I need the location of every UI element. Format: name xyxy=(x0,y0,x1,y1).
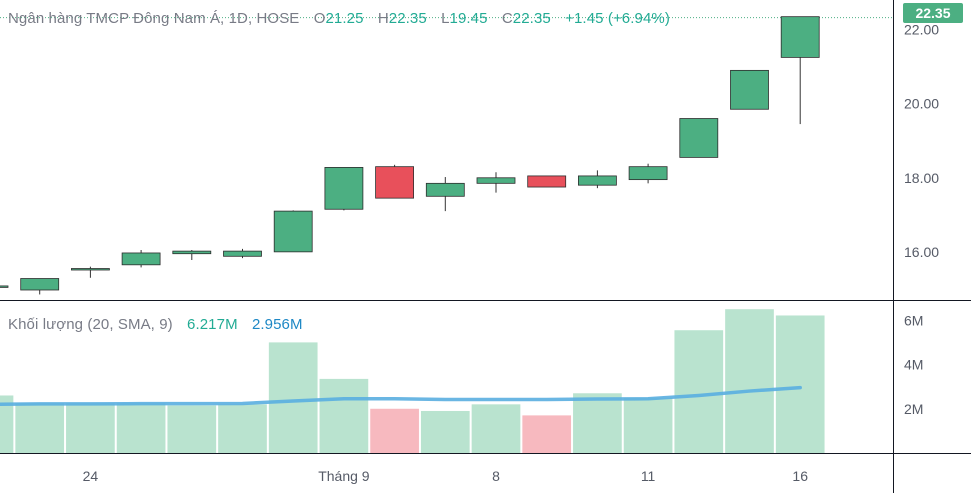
volume-bar[interactable] xyxy=(0,395,14,453)
candle-body xyxy=(223,250,262,257)
candle[interactable] xyxy=(172,250,212,260)
candle[interactable] xyxy=(730,69,769,110)
volume-bar[interactable] xyxy=(573,393,622,453)
volume-bar[interactable] xyxy=(370,408,419,453)
candle[interactable] xyxy=(578,170,617,189)
candle[interactable] xyxy=(527,175,567,188)
high-label: H xyxy=(377,10,389,27)
volume-bar[interactable] xyxy=(218,404,267,453)
high-value: 22.35 xyxy=(388,10,427,27)
volume-sma-line xyxy=(0,385,802,406)
price-tick-label: 18.00 xyxy=(904,170,939,186)
candle-body xyxy=(628,166,668,181)
volume-bar[interactable] xyxy=(319,378,369,453)
price-pane[interactable] xyxy=(0,16,893,295)
candle[interactable] xyxy=(679,118,719,158)
candle-body xyxy=(679,118,719,158)
volume-bar[interactable] xyxy=(522,415,572,453)
candle[interactable] xyxy=(0,285,9,292)
volume-bar[interactable] xyxy=(674,330,724,453)
time-tick-label: 24 xyxy=(83,468,99,484)
time-tick-label: 11 xyxy=(641,468,656,484)
volume-sma-value: 2.956M xyxy=(251,316,303,333)
volume-bar[interactable] xyxy=(15,403,65,453)
volume-bar[interactable] xyxy=(725,309,774,453)
candle[interactable] xyxy=(121,250,161,268)
open-value: 21.25 xyxy=(325,10,364,27)
volume-value: 6.217M xyxy=(187,316,238,333)
volume-tick-label: 2M xyxy=(904,401,923,417)
close-label: C xyxy=(501,10,513,27)
candle[interactable] xyxy=(476,172,516,193)
time-tick-label: 8 xyxy=(492,468,500,484)
candle-body xyxy=(273,210,313,253)
volume-bar[interactable] xyxy=(66,403,115,453)
volume-bar[interactable] xyxy=(471,404,521,453)
time-tick-label: 16 xyxy=(792,468,808,484)
last-price-tag: 22.35 xyxy=(903,3,963,23)
volume-bar[interactable] xyxy=(775,315,825,453)
change-value: +1.45 (+6.94%) xyxy=(565,10,670,27)
candle-body xyxy=(780,16,820,58)
volume-tick-label: 4M xyxy=(904,357,923,373)
volume-pane[interactable] xyxy=(0,309,825,453)
candle-body xyxy=(476,177,516,184)
candle[interactable] xyxy=(780,16,820,125)
candle-body xyxy=(324,167,364,210)
price-tick-label: 16.00 xyxy=(904,244,939,260)
volume-bar[interactable] xyxy=(268,342,318,453)
candle-body xyxy=(172,250,212,255)
candle[interactable] xyxy=(223,248,262,259)
price-legend: Ngân hàng TMCP Đông Nam Á, 1D, HOSE O21.… xyxy=(8,10,674,27)
candle-body xyxy=(121,252,161,266)
candle-body xyxy=(71,268,110,271)
candle[interactable] xyxy=(324,167,364,211)
candle[interactable] xyxy=(425,177,465,212)
time-tick-label: Tháng 9 xyxy=(318,468,370,484)
price-tick-label: 20.00 xyxy=(904,96,939,112)
low-label: L xyxy=(441,10,450,27)
candle-body xyxy=(375,166,415,199)
candle-body xyxy=(527,175,567,188)
volume-bar[interactable] xyxy=(420,410,470,453)
candle[interactable] xyxy=(273,210,313,253)
candle-body xyxy=(0,285,9,288)
volume-bar[interactable] xyxy=(116,403,166,453)
candle-body xyxy=(730,69,769,110)
candle-body xyxy=(20,278,60,291)
volume-bar[interactable] xyxy=(167,405,217,453)
candle-body xyxy=(578,175,617,186)
low-value: 19.45 xyxy=(449,10,488,27)
close-value: 22.35 xyxy=(512,10,551,27)
volume-tick-label: 6M xyxy=(904,312,923,328)
volume-legend: Khối lượng (20, SMA, 9) 6.217M 2.956M xyxy=(8,316,307,333)
candle[interactable] xyxy=(20,278,60,295)
price-tick-label: 22.00 xyxy=(904,22,939,38)
candle-body xyxy=(425,182,465,197)
candle[interactable] xyxy=(71,266,110,278)
candle[interactable] xyxy=(375,164,415,199)
volume-bar[interactable] xyxy=(623,397,673,453)
symbol-title: Ngân hàng TMCP Đông Nam Á, 1D, HOSE xyxy=(8,10,300,27)
open-label: O xyxy=(313,10,326,27)
volume-indicator-title: Khối lượng (20, SMA, 9) xyxy=(8,316,173,333)
candle[interactable] xyxy=(628,163,668,184)
